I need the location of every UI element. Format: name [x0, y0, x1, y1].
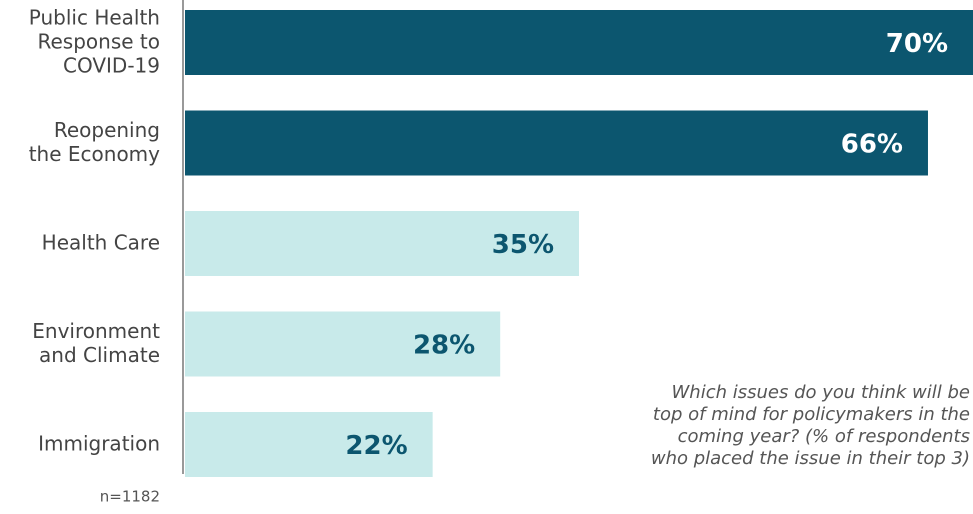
category-label: Immigration — [38, 431, 160, 455]
bar — [185, 10, 973, 75]
value-label: 22% — [345, 431, 407, 461]
bar — [185, 110, 928, 176]
value-label: 70% — [886, 29, 948, 59]
value-label: 35% — [492, 230, 554, 260]
bar — [185, 412, 433, 477]
category-label: Public Health Response to COVID-19 — [29, 5, 160, 77]
bar — [185, 311, 501, 377]
category-label: Reopening the Economy — [29, 118, 160, 166]
bar — [185, 211, 579, 276]
footnote: n=1182 — [100, 488, 160, 506]
value-label: 28% — [413, 331, 475, 361]
annotation: Which issues do you think will be top of … — [651, 382, 970, 469]
category-label: Health Care — [42, 230, 160, 254]
value-label: 66% — [841, 130, 903, 160]
category-label: Environment and Climate — [32, 319, 160, 367]
